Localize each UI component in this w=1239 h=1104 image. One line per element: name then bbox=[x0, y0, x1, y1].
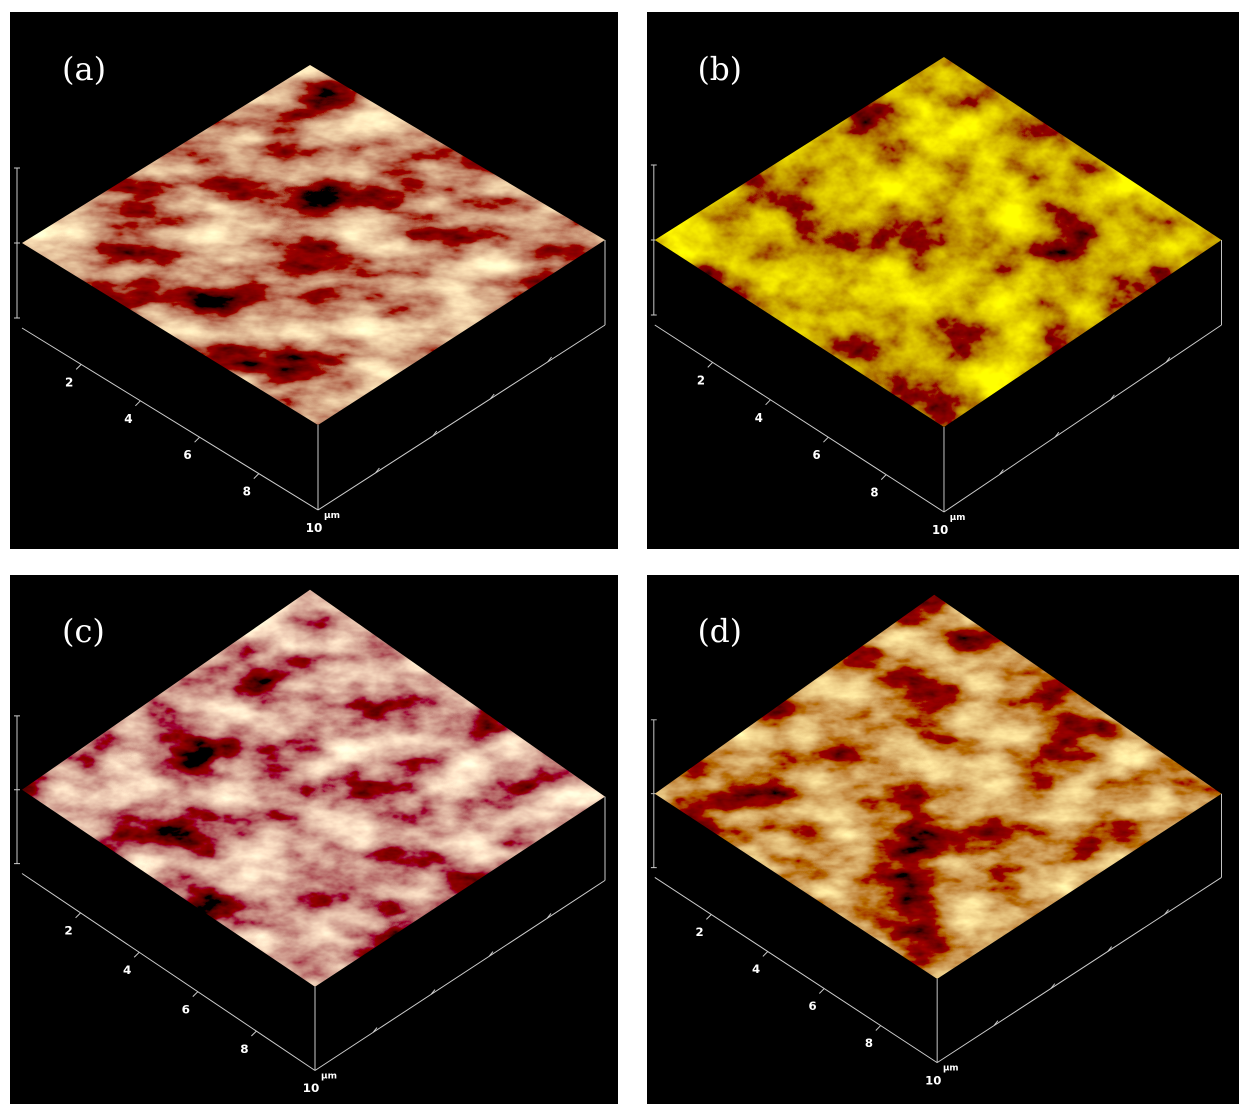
x-tick-label: 10 bbox=[932, 523, 948, 537]
x-tick-label: 8 bbox=[865, 1036, 873, 1050]
x-tick-label: 4 bbox=[123, 963, 131, 977]
axis-tick bbox=[134, 952, 139, 957]
axis-tick bbox=[819, 989, 824, 994]
axis-tick bbox=[76, 913, 81, 918]
x-tick-label: 6 bbox=[813, 448, 821, 462]
axis-tick bbox=[881, 475, 886, 480]
axis-tick bbox=[763, 952, 768, 957]
x-tick-label: 8 bbox=[240, 1042, 248, 1056]
x-tick-label: 8 bbox=[243, 485, 251, 499]
x-tick-label: 4 bbox=[124, 412, 132, 426]
axis-tick bbox=[251, 1031, 256, 1036]
axis-tick bbox=[193, 992, 198, 997]
axis-tick bbox=[254, 474, 259, 479]
x-tick-label: 6 bbox=[182, 1002, 190, 1016]
axis-tick bbox=[135, 401, 140, 406]
x-tick-label: 2 bbox=[697, 373, 705, 387]
x-tick-label: 10 bbox=[306, 521, 323, 535]
x-tick-label: 2 bbox=[696, 925, 704, 939]
panel-label: (c) bbox=[62, 614, 105, 650]
panel-label: (b) bbox=[698, 52, 742, 88]
x-tick-label: 10 bbox=[925, 1073, 941, 1087]
unit-label: μm bbox=[324, 511, 340, 521]
axis-tick bbox=[195, 437, 200, 442]
unit-label: μm bbox=[950, 513, 966, 523]
axis-tick bbox=[766, 400, 771, 405]
x-tick-label: 6 bbox=[183, 448, 191, 462]
panel-label: (a) bbox=[62, 50, 106, 88]
panel-label: (d) bbox=[698, 614, 742, 650]
z-scale-bar bbox=[14, 168, 20, 318]
surface bbox=[655, 57, 1222, 427]
x-tick-label: 10 bbox=[303, 1081, 320, 1095]
axis-tick bbox=[708, 362, 713, 367]
surface bbox=[22, 65, 605, 425]
surface bbox=[22, 590, 605, 987]
axis-tick bbox=[876, 1026, 881, 1031]
unit-label: μm bbox=[321, 1071, 337, 1081]
axis-tick bbox=[706, 914, 711, 919]
axis-tick bbox=[76, 364, 81, 369]
x-tick-label: 8 bbox=[870, 485, 878, 499]
x-tick-label: 2 bbox=[65, 375, 73, 389]
axis-tick bbox=[823, 437, 828, 442]
z-scale-bar bbox=[14, 716, 20, 864]
unit-label: μm bbox=[943, 1063, 959, 1073]
x-tick-label: 4 bbox=[755, 411, 763, 425]
figure: 246810μm(a) 246810μm(b) 246810μm(c) 2468… bbox=[0, 0, 1239, 1104]
surface bbox=[655, 595, 1222, 979]
x-tick-label: 4 bbox=[752, 962, 760, 976]
x-tick-label: 6 bbox=[808, 999, 816, 1013]
x-tick-label: 2 bbox=[64, 924, 72, 938]
